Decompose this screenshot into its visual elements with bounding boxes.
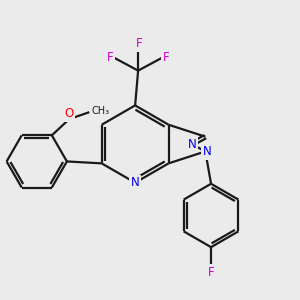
Text: N: N	[202, 145, 211, 158]
Text: N: N	[131, 176, 140, 189]
Text: F: F	[136, 37, 143, 50]
Text: N: N	[188, 138, 196, 151]
Text: F: F	[208, 266, 214, 279]
Text: F: F	[163, 51, 169, 64]
Text: O: O	[64, 107, 74, 120]
Text: CH₃: CH₃	[92, 106, 110, 116]
Text: F: F	[107, 51, 113, 64]
